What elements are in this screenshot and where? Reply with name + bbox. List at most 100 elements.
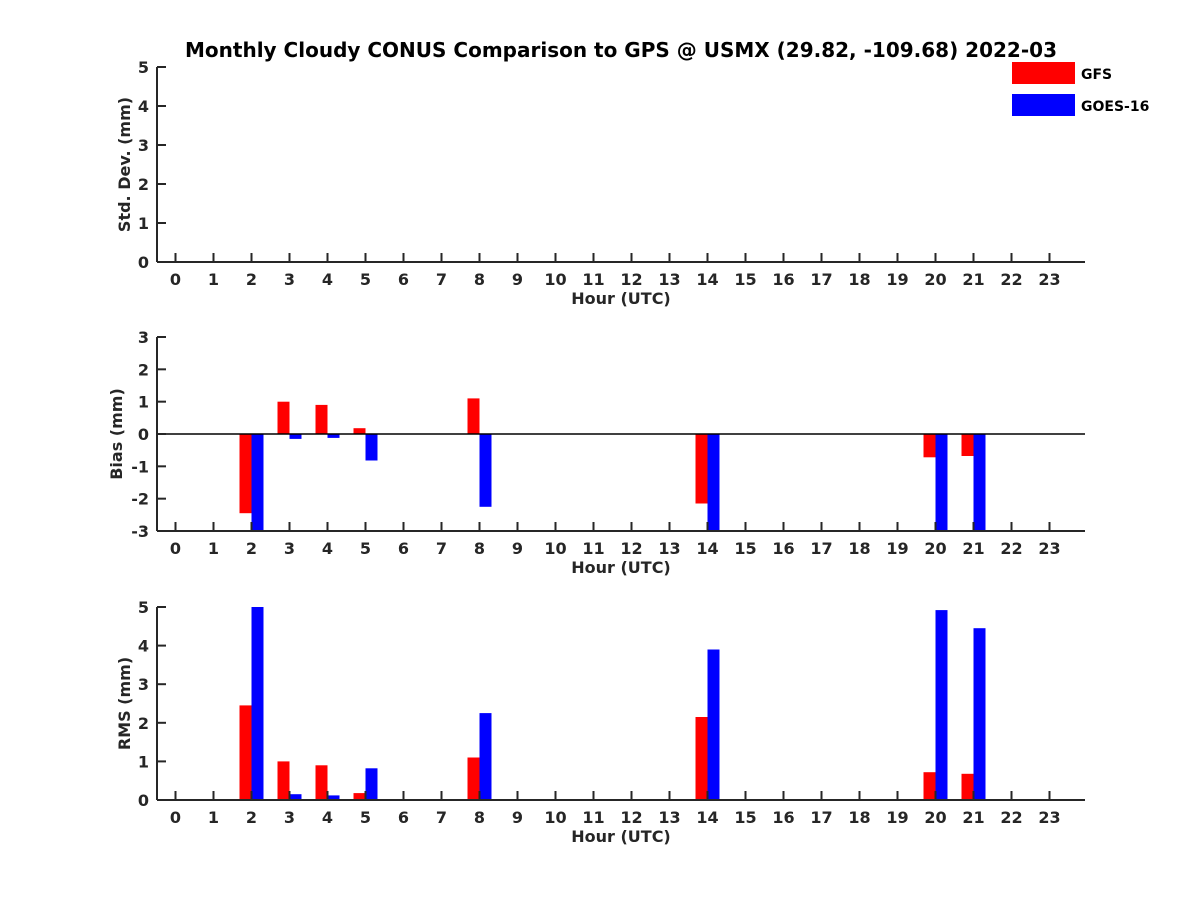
bias-x-axis-label: Hour (UTC) (571, 558, 671, 577)
std-dev-x-tick-label: 21 (962, 270, 984, 289)
bias-x-tick-label: 10 (544, 539, 566, 558)
rms-x-tick-label: 11 (582, 808, 604, 827)
rms-bar-gfs-hour-5 (353, 793, 366, 800)
rms-x-axis-label: Hour (UTC) (571, 827, 671, 846)
std-dev-x-tick-label: 18 (848, 270, 870, 289)
bias-bar-goes16-hour-4 (327, 434, 340, 438)
std-dev-x-tick-label: 9 (512, 270, 523, 289)
std-dev-x-axis-label: Hour (UTC) (571, 289, 671, 308)
bias-y-tick-label: -1 (131, 457, 149, 476)
bias-x-tick-label: 19 (886, 539, 908, 558)
rms-x-tick-label: 0 (170, 808, 181, 827)
rms-y-tick-label: 3 (138, 675, 149, 694)
rms-x-tick-label: 21 (962, 808, 984, 827)
rms-x-tick-label: 16 (772, 808, 794, 827)
bias-x-tick-label: 23 (1038, 539, 1060, 558)
rms-x-tick-label: 4 (322, 808, 333, 827)
bias-x-tick-label: 17 (810, 539, 832, 558)
std-dev-x-tick-label: 20 (924, 270, 946, 289)
legend-swatch-goes16 (1012, 94, 1075, 116)
rms-bar-goes16-hour-3 (289, 794, 302, 800)
chart-title: Monthly Cloudy CONUS Comparison to GPS @… (185, 38, 1057, 62)
rms-x-tick-label: 22 (1000, 808, 1022, 827)
rms-bar-goes16-hour-5 (365, 768, 378, 800)
bias-x-tick-label: 22 (1000, 539, 1022, 558)
bias-x-tick-label: 9 (512, 539, 523, 558)
bias-bar-gfs-hour-4 (315, 404, 328, 434)
rms-x-tick-label: 5 (360, 808, 371, 827)
bias-y-tick-label: -2 (131, 490, 149, 509)
bias-y-tick-label: -3 (131, 522, 149, 541)
std-dev-x-tick-label: 2 (246, 270, 257, 289)
rms-bar-gfs-hour-4 (315, 765, 328, 800)
std-dev-x-tick-label: 13 (658, 270, 680, 289)
bias-y-tick-label: 0 (138, 425, 149, 444)
rms-x-tick-label: 7 (436, 808, 447, 827)
rms-x-tick-label: 3 (284, 808, 295, 827)
bias-bar-goes16-hour-20 (935, 434, 948, 531)
std-dev-x-tick-label: 3 (284, 270, 295, 289)
std-dev-x-tick-label: 6 (398, 270, 409, 289)
rms-bar-gfs-hour-20 (923, 772, 936, 800)
bias-x-tick-label: 2 (246, 539, 257, 558)
std-dev-x-tick-label: 19 (886, 270, 908, 289)
std-dev-x-tick-label: 10 (544, 270, 566, 289)
std-dev-x-tick-label: 15 (734, 270, 756, 289)
rms-x-tick-label: 14 (696, 808, 718, 827)
std-dev-x-tick-label: 7 (436, 270, 447, 289)
bias-x-tick-label: 3 (284, 539, 295, 558)
bias-bar-goes16-hour-8 (479, 434, 492, 507)
rms-x-tick-label: 23 (1038, 808, 1060, 827)
std-dev-y-axis-label: Std. Dev. (mm) (115, 97, 134, 232)
std-dev-x-tick-label: 5 (360, 270, 371, 289)
rms-x-tick-label: 2 (246, 808, 257, 827)
std-dev-x-tick-label: 8 (474, 270, 485, 289)
rms-y-tick-label: 5 (138, 598, 149, 617)
bias-bar-gfs-hour-21 (961, 434, 974, 456)
bias-bar-gfs-hour-14 (695, 434, 708, 504)
std-dev-y-tick-label: 0 (138, 253, 149, 272)
bias-y-tick-label: 2 (138, 360, 149, 379)
bias-x-tick-label: 16 (772, 539, 794, 558)
bias-bar-gfs-hour-2 (239, 434, 252, 514)
bias-bar-goes16-hour-3 (289, 434, 302, 439)
bias-bar-goes16-hour-14 (707, 434, 720, 531)
rms-bar-goes16-hour-14 (707, 649, 720, 800)
rms-y-tick-label: 4 (138, 637, 149, 656)
rms-x-tick-label: 15 (734, 808, 756, 827)
rms-x-tick-label: 19 (886, 808, 908, 827)
rms-bar-gfs-hour-14 (695, 717, 708, 800)
bias-x-tick-label: 13 (658, 539, 680, 558)
bias-bar-goes16-hour-21 (973, 434, 986, 531)
bias-x-tick-label: 18 (848, 539, 870, 558)
bias-bar-gfs-hour-20 (923, 434, 936, 458)
rms-bar-goes16-hour-8 (479, 713, 492, 800)
rms-x-tick-label: 12 (620, 808, 642, 827)
bias-x-tick-label: 6 (398, 539, 409, 558)
rms-y-tick-label: 0 (138, 791, 149, 810)
bias-bar-gfs-hour-8 (467, 398, 480, 434)
rms-bar-goes16-hour-21 (973, 628, 986, 800)
std-dev-x-tick-label: 22 (1000, 270, 1022, 289)
rms-x-tick-label: 20 (924, 808, 946, 827)
rms-bar-goes16-hour-4 (327, 795, 340, 800)
std-dev-x-tick-label: 17 (810, 270, 832, 289)
bias-bar-gfs-hour-3 (277, 401, 290, 434)
rms-bar-gfs-hour-21 (961, 773, 974, 800)
rms-x-tick-label: 13 (658, 808, 680, 827)
bias-x-tick-label: 4 (322, 539, 333, 558)
rms-x-tick-label: 6 (398, 808, 409, 827)
std-dev-x-tick-label: 4 (322, 270, 333, 289)
bias-y-axis-label: Bias (mm) (107, 388, 126, 480)
rms-bar-gfs-hour-3 (277, 761, 290, 800)
std-dev-x-tick-label: 14 (696, 270, 718, 289)
legend-label-goes16: GOES-16 (1081, 99, 1149, 115)
rms-x-tick-label: 8 (474, 808, 485, 827)
bias-x-tick-label: 20 (924, 539, 946, 558)
bias-y-tick-label: 1 (138, 393, 149, 412)
std-dev-y-tick-label: 5 (138, 58, 149, 77)
rms-y-tick-label: 1 (138, 752, 149, 771)
